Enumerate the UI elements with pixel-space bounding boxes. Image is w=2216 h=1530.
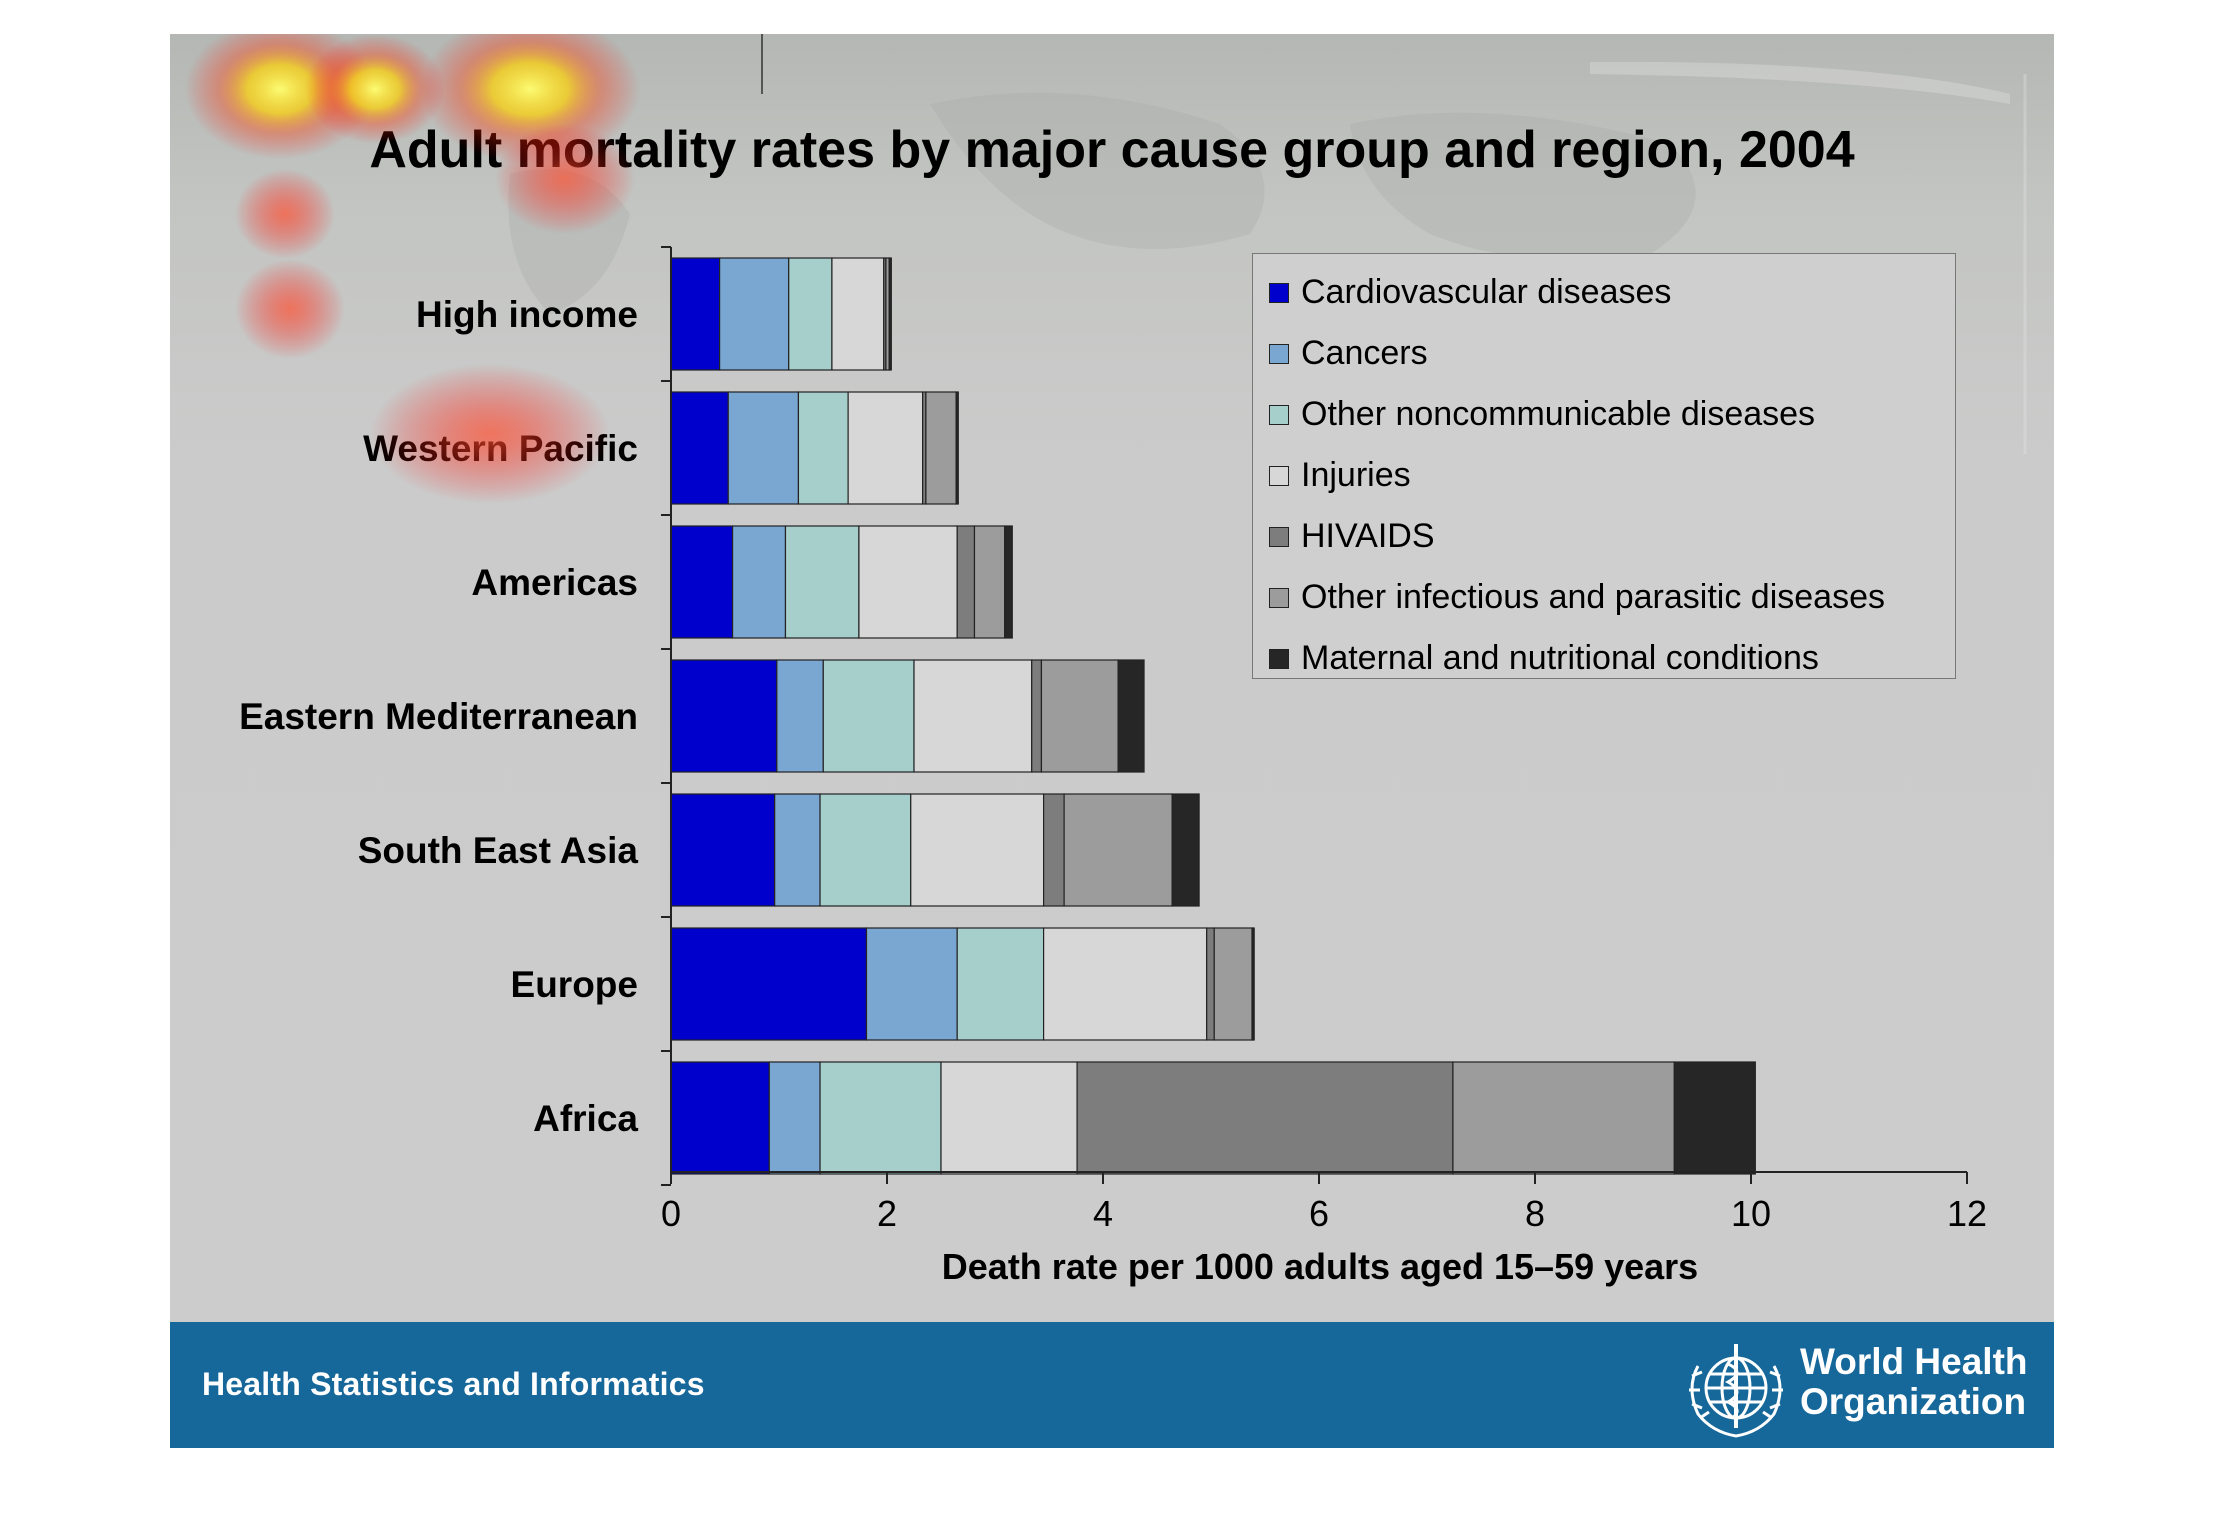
footer-text: Health Statistics and Informatics — [202, 1366, 705, 1402]
bar-segment-4-5 — [1063, 793, 1173, 907]
legend-item: Cancers — [1253, 323, 1955, 384]
x-tick-label: 2 — [877, 1193, 897, 1234]
bar-segment-5-0 — [670, 927, 868, 1041]
bar-segment-6-3 — [940, 1061, 1078, 1175]
x-tick-label: 10 — [1731, 1193, 1771, 1234]
legend-label: Other infectious and parasitic diseases — [1301, 578, 1885, 616]
bar-segment-3-3 — [913, 659, 1033, 773]
legend-item: Other noncommunicable diseases — [1253, 384, 1955, 445]
bars-group — [670, 257, 1756, 1175]
background-map — [508, 61, 2027, 454]
who-emblem-icon — [1689, 1344, 1783, 1438]
legend-swatch — [1269, 648, 1289, 669]
bar-segment-5-1 — [865, 927, 958, 1041]
bar-segment-1-2 — [797, 391, 849, 505]
legend: Cardiovascular diseases Cancers Other nonc… — [1252, 253, 1956, 679]
y-category-label: Western Pacific — [363, 428, 638, 469]
legend-swatch — [1269, 587, 1289, 608]
legend-swatch — [1269, 526, 1289, 547]
bar-segment-5-2 — [956, 927, 1045, 1041]
bar-segment-2-4 — [956, 525, 976, 639]
y-category-label: Africa — [533, 1098, 638, 1139]
bar-segment-1-1 — [727, 391, 800, 505]
bar-segment-0-1 — [718, 257, 790, 371]
y-category-label: High income — [416, 294, 638, 335]
bar-segment-6-2 — [819, 1061, 942, 1175]
slide: 0 2 4 6 8 10 12 High income Western Pacific Amer… — [170, 34, 2054, 1448]
y-category-label: Europe — [511, 964, 638, 1005]
bar-segment-3-2 — [822, 659, 915, 773]
legend-swatch — [1269, 343, 1289, 364]
bar-segment-2-5 — [973, 525, 1006, 639]
bar-segment-6-5 — [1452, 1061, 1675, 1175]
bar-segment-2-6 — [1004, 525, 1013, 639]
y-category-label: Americas — [471, 562, 638, 603]
chart-title: Adult mortality rates by major cause gro… — [369, 121, 1855, 179]
bar-segment-6-4 — [1076, 1061, 1454, 1175]
y-category-label: South East Asia — [358, 830, 639, 871]
legend-label: Cancers — [1301, 334, 1428, 372]
legend-swatch — [1269, 404, 1289, 425]
legend-swatch — [1269, 282, 1289, 303]
bar-segment-3-4 — [1031, 659, 1043, 773]
bar-segment-4-0 — [670, 793, 776, 907]
bar-segment-1-6 — [955, 391, 959, 505]
bar-segment-1-0 — [670, 391, 729, 505]
bar-segment-6-0 — [670, 1061, 770, 1175]
bar-segment-5-6 — [1251, 927, 1255, 1041]
bar-segment-2-2 — [784, 525, 860, 639]
legend-item: Cardiovascular diseases — [1253, 262, 1955, 323]
x-tick-label: 8 — [1525, 1193, 1545, 1234]
footer-bar: Health Statistics and Informatics World … — [170, 1322, 2054, 1448]
x-axis-label: Death rate per 1000 adults aged 15–59 ye… — [942, 1246, 1698, 1287]
bar-segment-3-1 — [776, 659, 824, 773]
bar-segment-3-0 — [670, 659, 778, 773]
bar-segment-3-5 — [1040, 659, 1119, 773]
bar-segment-1-3 — [847, 391, 924, 505]
bar-segment-1-5 — [925, 391, 957, 505]
who-name: World Health Organization — [1800, 1342, 2028, 1422]
who-name-line1: World Health — [1800, 1341, 2028, 1382]
bar-segment-6-6 — [1673, 1061, 1756, 1175]
legend-label: Injuries — [1301, 456, 1411, 494]
legend-label: Maternal and nutritional conditions — [1301, 639, 1819, 677]
bar-segment-0-0 — [670, 257, 721, 371]
chart: 0 2 4 6 8 10 12 High income Western Pacific Amer… — [239, 34, 2027, 1287]
bar-segment-0-6 — [888, 257, 892, 371]
legend-label: Other noncommunicable diseases — [1301, 395, 1816, 433]
bar-segment-3-6 — [1117, 659, 1145, 773]
x-tick-label: 6 — [1309, 1193, 1329, 1234]
bar-segment-4-1 — [774, 793, 821, 907]
bar-segment-2-1 — [731, 525, 787, 639]
bar-segment-5-4 — [1206, 927, 1215, 1041]
x-tick-label: 12 — [1947, 1193, 1987, 1234]
bar-segment-4-3 — [910, 793, 1045, 907]
legend-item: Injuries — [1253, 445, 1955, 506]
x-ticks: 0 2 4 6 8 10 12 — [661, 1172, 1987, 1234]
legend-label: HIVAIDS — [1301, 517, 1435, 555]
bar-segment-2-3 — [858, 525, 958, 639]
y-labels: High income Western Pacific Americas Easter… — [239, 294, 638, 1139]
bar-segment-6-1 — [768, 1061, 821, 1175]
bar-segment-4-6 — [1171, 793, 1200, 907]
bar-segment-0-2 — [788, 257, 833, 371]
legend-item: HIVAIDS — [1253, 506, 1955, 567]
legend-item: Other infectious and parasitic diseases — [1253, 567, 1955, 628]
bar-segment-0-3 — [831, 257, 885, 371]
legend-item: Maternal and nutritional conditions — [1253, 628, 1955, 689]
legend-label: Cardiovascular diseases — [1301, 273, 1672, 311]
who-name-line2: Organization — [1800, 1381, 2027, 1422]
bar-segment-5-5 — [1213, 927, 1253, 1041]
bar-segment-2-0 — [670, 525, 734, 639]
bar-segment-4-2 — [819, 793, 912, 907]
y-category-label: Eastern Mediterranean — [239, 696, 638, 737]
x-tick-label: 4 — [1093, 1193, 1113, 1234]
legend-swatch — [1269, 465, 1289, 486]
x-tick-label: 0 — [661, 1193, 681, 1234]
bar-segment-5-3 — [1042, 927, 1208, 1041]
bar-segment-4-4 — [1042, 793, 1065, 907]
